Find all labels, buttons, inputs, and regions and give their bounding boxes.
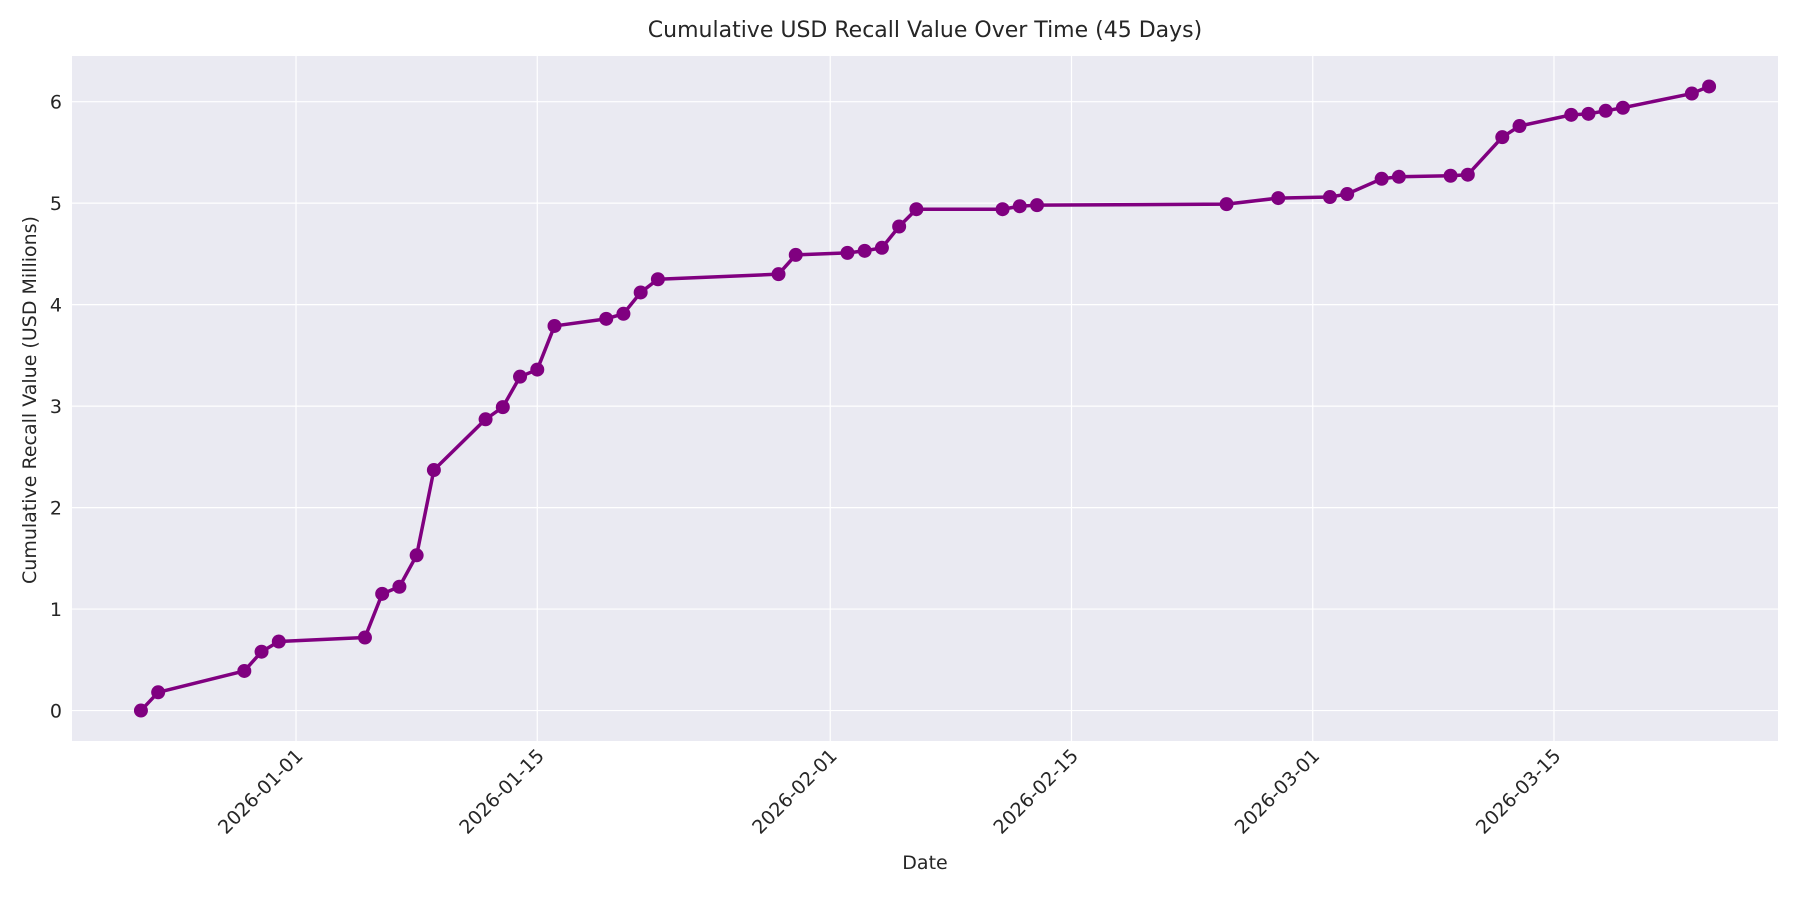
data-point (1271, 191, 1286, 206)
data-point (530, 362, 545, 377)
data-point (874, 240, 889, 255)
chart-title: Cumulative USD Recall Value Over Time (4… (647, 18, 1203, 43)
data-point (1512, 119, 1527, 134)
data-point (1219, 197, 1234, 212)
data-point (788, 247, 803, 262)
data-point (1598, 103, 1613, 118)
data-point (857, 243, 872, 258)
data-point (271, 634, 286, 649)
data-point (840, 245, 855, 260)
y-axis-ticks: 0 1 2 3 4 5 6 (50, 92, 62, 723)
data-point (254, 644, 269, 659)
data-point (892, 219, 907, 234)
y-tick-label: 0 (50, 701, 62, 723)
data-point (995, 202, 1010, 217)
gridlines (72, 56, 1778, 741)
y-tick-label: 6 (50, 92, 62, 114)
x-tick-label: 2026-03-01 (1231, 745, 1325, 839)
data-point (478, 412, 493, 427)
data-point (1391, 169, 1406, 184)
data-point (1581, 106, 1596, 121)
x-tick-label: 2026-01-15 (455, 745, 549, 839)
data-point (1443, 168, 1458, 183)
x-tick-label: 2026-02-01 (748, 745, 842, 839)
data-point (650, 272, 665, 287)
data-point (133, 703, 148, 718)
data-point (547, 318, 562, 333)
data-point (495, 400, 510, 415)
data-point (633, 285, 648, 300)
data-point (1615, 100, 1630, 115)
data-point (1374, 171, 1389, 186)
data-point (1460, 167, 1475, 182)
data-point (357, 630, 372, 645)
data-point (513, 369, 528, 384)
data-point (426, 463, 441, 478)
data-point (1030, 198, 1045, 213)
x-tick-label: 2026-02-15 (989, 745, 1083, 839)
data-point (616, 306, 631, 321)
data-point (1684, 86, 1699, 101)
data-point (909, 202, 924, 217)
y-tick-label: 2 (50, 498, 62, 520)
x-axis-label: Date (902, 852, 948, 874)
plot-area (72, 56, 1778, 741)
data-point (1012, 199, 1027, 214)
x-tick-label: 2026-03-15 (1472, 745, 1566, 839)
data-markers (133, 79, 1717, 718)
data-point (409, 548, 424, 563)
data-point (392, 579, 407, 594)
data-point (599, 311, 614, 326)
x-tick-label: 2026-01-01 (214, 745, 308, 839)
data-point (151, 685, 166, 700)
data-point (1340, 187, 1355, 202)
y-tick-label: 1 (50, 599, 62, 621)
y-tick-label: 5 (50, 193, 62, 215)
y-axis-label: Cumulative Recall Value (USD Millions) (19, 216, 41, 584)
data-point (1702, 79, 1717, 94)
y-tick-label: 3 (50, 396, 62, 418)
data-point (1322, 190, 1337, 205)
data-point (1564, 107, 1579, 122)
data-point (1495, 130, 1510, 145)
data-point (771, 267, 786, 282)
data-point (237, 663, 252, 678)
data-point (375, 586, 390, 601)
x-axis-ticks: 2026-01-01 2026-01-15 2026-02-01 2026-02-15… (214, 745, 1566, 839)
y-tick-label: 4 (50, 295, 62, 317)
